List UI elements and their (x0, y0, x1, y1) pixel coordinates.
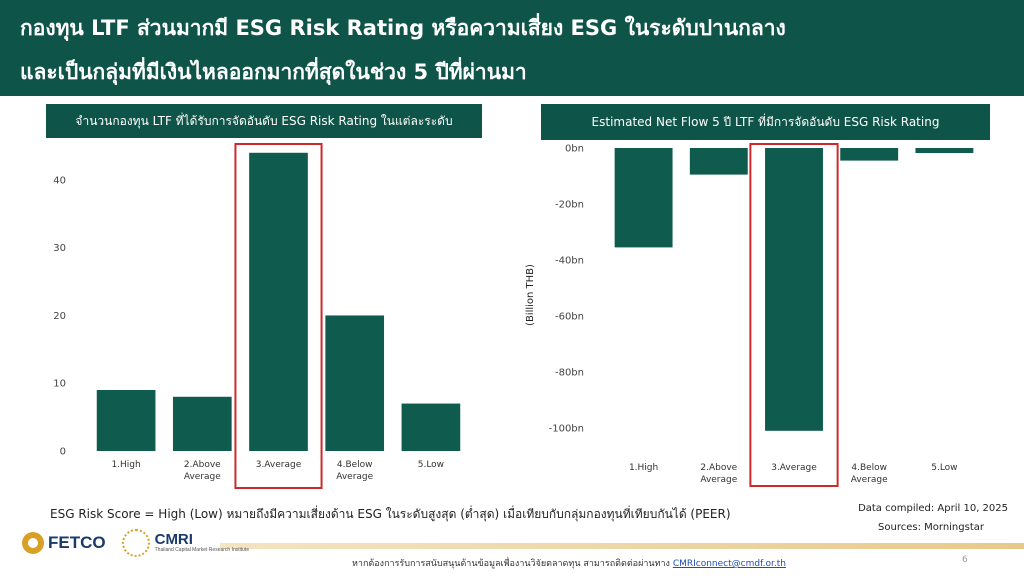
left-highlight-box (234, 143, 323, 489)
right-category-label: 5.Low (931, 463, 957, 473)
left-bar-5 (401, 403, 461, 451)
right-category-label: 2.Above Average (700, 463, 737, 485)
left-bar-4 (325, 315, 385, 451)
right-y-tick-label: -40bn (555, 256, 584, 267)
left-y-tick-label: 10 (53, 379, 66, 390)
cmri-wordmark: CMRI (154, 531, 193, 548)
right-bar-4 (840, 148, 899, 161)
right-y-axis-label: (Billion THB) (525, 264, 536, 326)
cmri-emblem-icon (121, 529, 150, 557)
right-chart-title: Estimated Net Flow 5 ปี LTF ที่มีการจัดอ… (541, 104, 990, 140)
left-category-label: 5.Low (418, 460, 444, 470)
right-highlight-box (749, 143, 839, 487)
data-sources: Sources: Morningstar (878, 522, 984, 533)
right-y-tick-label: -80bn (555, 368, 584, 379)
left-category-label: 1.High (111, 460, 140, 470)
footer-gold-divider (220, 543, 1024, 549)
footer-logos: FETCO CMRI Thailand Capital Market Resea… (22, 529, 249, 557)
right-category-label: 4.Below Average (851, 463, 888, 485)
right-y-tick-label: 0bn (565, 144, 584, 155)
right-bar-3 (765, 148, 823, 431)
left-bar-2 (172, 396, 232, 451)
esg-score-footnote: ESG Risk Score = High (Low) หมายถึงมีควา… (50, 507, 731, 521)
fetco-wordmark: FETCO (48, 533, 106, 552)
slide-title-line-2: และเป็นกลุ่มที่มีเงินไหลออกมากที่สุดในช่… (20, 60, 527, 84)
left-category-label: 4.Below Average (336, 460, 373, 482)
left-y-tick-label: 30 (53, 243, 66, 254)
contact-line: หากต้องการรับการสนับสนุนด้านข้อมูลเพื่อง… (352, 556, 786, 570)
data-compiled-date: Data compiled: April 10, 2025 (858, 503, 1008, 514)
right-y-tick-label: -20bn (555, 200, 584, 211)
cmri-logo: CMRI Thailand Capital Market Research In… (154, 531, 250, 553)
left-category-label: 3.Average (256, 460, 302, 470)
cmri-subtitle: Thailand Capital Market Research Institu… (154, 547, 250, 553)
page-number: 6 (962, 555, 968, 565)
slide-header: กองทุน LTF ส่วนมากมี ESG Risk Rating หรื… (0, 0, 1024, 96)
left-category-label: 2.Above Average (184, 460, 221, 482)
fetco-emblem-icon (22, 532, 44, 554)
fetco-logo: FETCO (22, 532, 106, 554)
slide-title-line-1: กองทุน LTF ส่วนมากมี ESG Risk Rating หรื… (20, 16, 786, 40)
right-bar-5 (915, 148, 974, 154)
right-y-tick-label: -60bn (555, 312, 584, 323)
right-category-label: 1.High (629, 463, 658, 473)
left-y-tick-label: 20 (53, 311, 66, 322)
contact-email-link[interactable]: CMRIconnect@cmdf.or.th (672, 559, 786, 569)
right-bar-1 (614, 148, 673, 248)
right-category-label: 3.Average (771, 463, 817, 473)
left-bar-1 (96, 390, 156, 451)
contact-text: หากต้องการรับการสนับสนุนด้านข้อมูลเพื่อง… (352, 559, 673, 569)
left-bar-3 (249, 152, 308, 451)
right-y-tick-label: -100bn (549, 424, 584, 435)
left-y-tick-label: 0 (60, 447, 66, 458)
left-y-tick-label: 40 (53, 175, 66, 186)
left-chart-title: จำนวนกองทุน LTF ที่ได้รับการจัดอันดับ ES… (46, 104, 482, 138)
right-bar-2 (689, 148, 748, 175)
